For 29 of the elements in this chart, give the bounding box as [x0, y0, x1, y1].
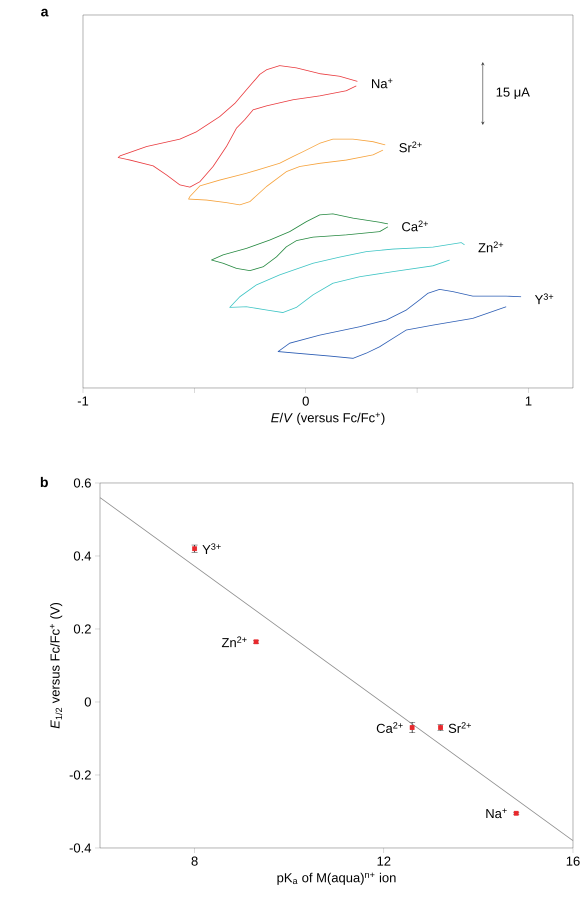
x-axis-title: E/V (versus Fc/Fc$^{+}$)	[271, 412, 384, 425]
y-axis-title: E$_{1/2}$ versus Fc/Fc$^{+}$ (V)	[50, 602, 62, 728]
y-tick-label: -0.4	[70, 843, 92, 853]
chart-title: a	[41, 8, 49, 16]
annotation: Na$^{+}$	[486, 808, 507, 818]
x-tick-label: 8	[192, 856, 198, 866]
y-tick-label: 0	[84, 697, 91, 707]
chart-title: b	[40, 476, 48, 488]
annotation: Zn$^{2+}$	[222, 636, 247, 648]
series-label: Na$^{+}$	[372, 78, 392, 88]
annotation: 15 μA	[496, 88, 530, 100]
series-label: Ca$^{2+}$	[402, 220, 428, 232]
series-label: Y$^{3+}$	[534, 293, 554, 304]
y-tick-label: 0.4	[74, 551, 92, 561]
y-tick-label: 0.2	[74, 624, 91, 634]
y-tick-label: 0.6	[74, 478, 91, 488]
annotation: Ca$^{2+}$	[376, 722, 403, 733]
series-label: Sr$^{2+}$	[399, 142, 422, 152]
x-axis-title: pK$_{a}$ of M(aqua)$^{n+}$ ion	[277, 872, 396, 885]
x-tick-label: -1	[78, 396, 88, 406]
x-tick-label: 1	[526, 396, 532, 406]
point	[410, 725, 415, 730]
x-tick-label: 12	[378, 856, 390, 866]
series-label: Zn$^{2+}$	[478, 242, 504, 252]
annotation: Sr$^{2+}$	[448, 722, 472, 733]
y-tick-label: -0.2	[70, 770, 91, 780]
annotation: Y$^{3+}$	[202, 543, 221, 554]
x-tick-label: 16	[566, 856, 580, 866]
x-tick-label: 0	[302, 396, 309, 406]
